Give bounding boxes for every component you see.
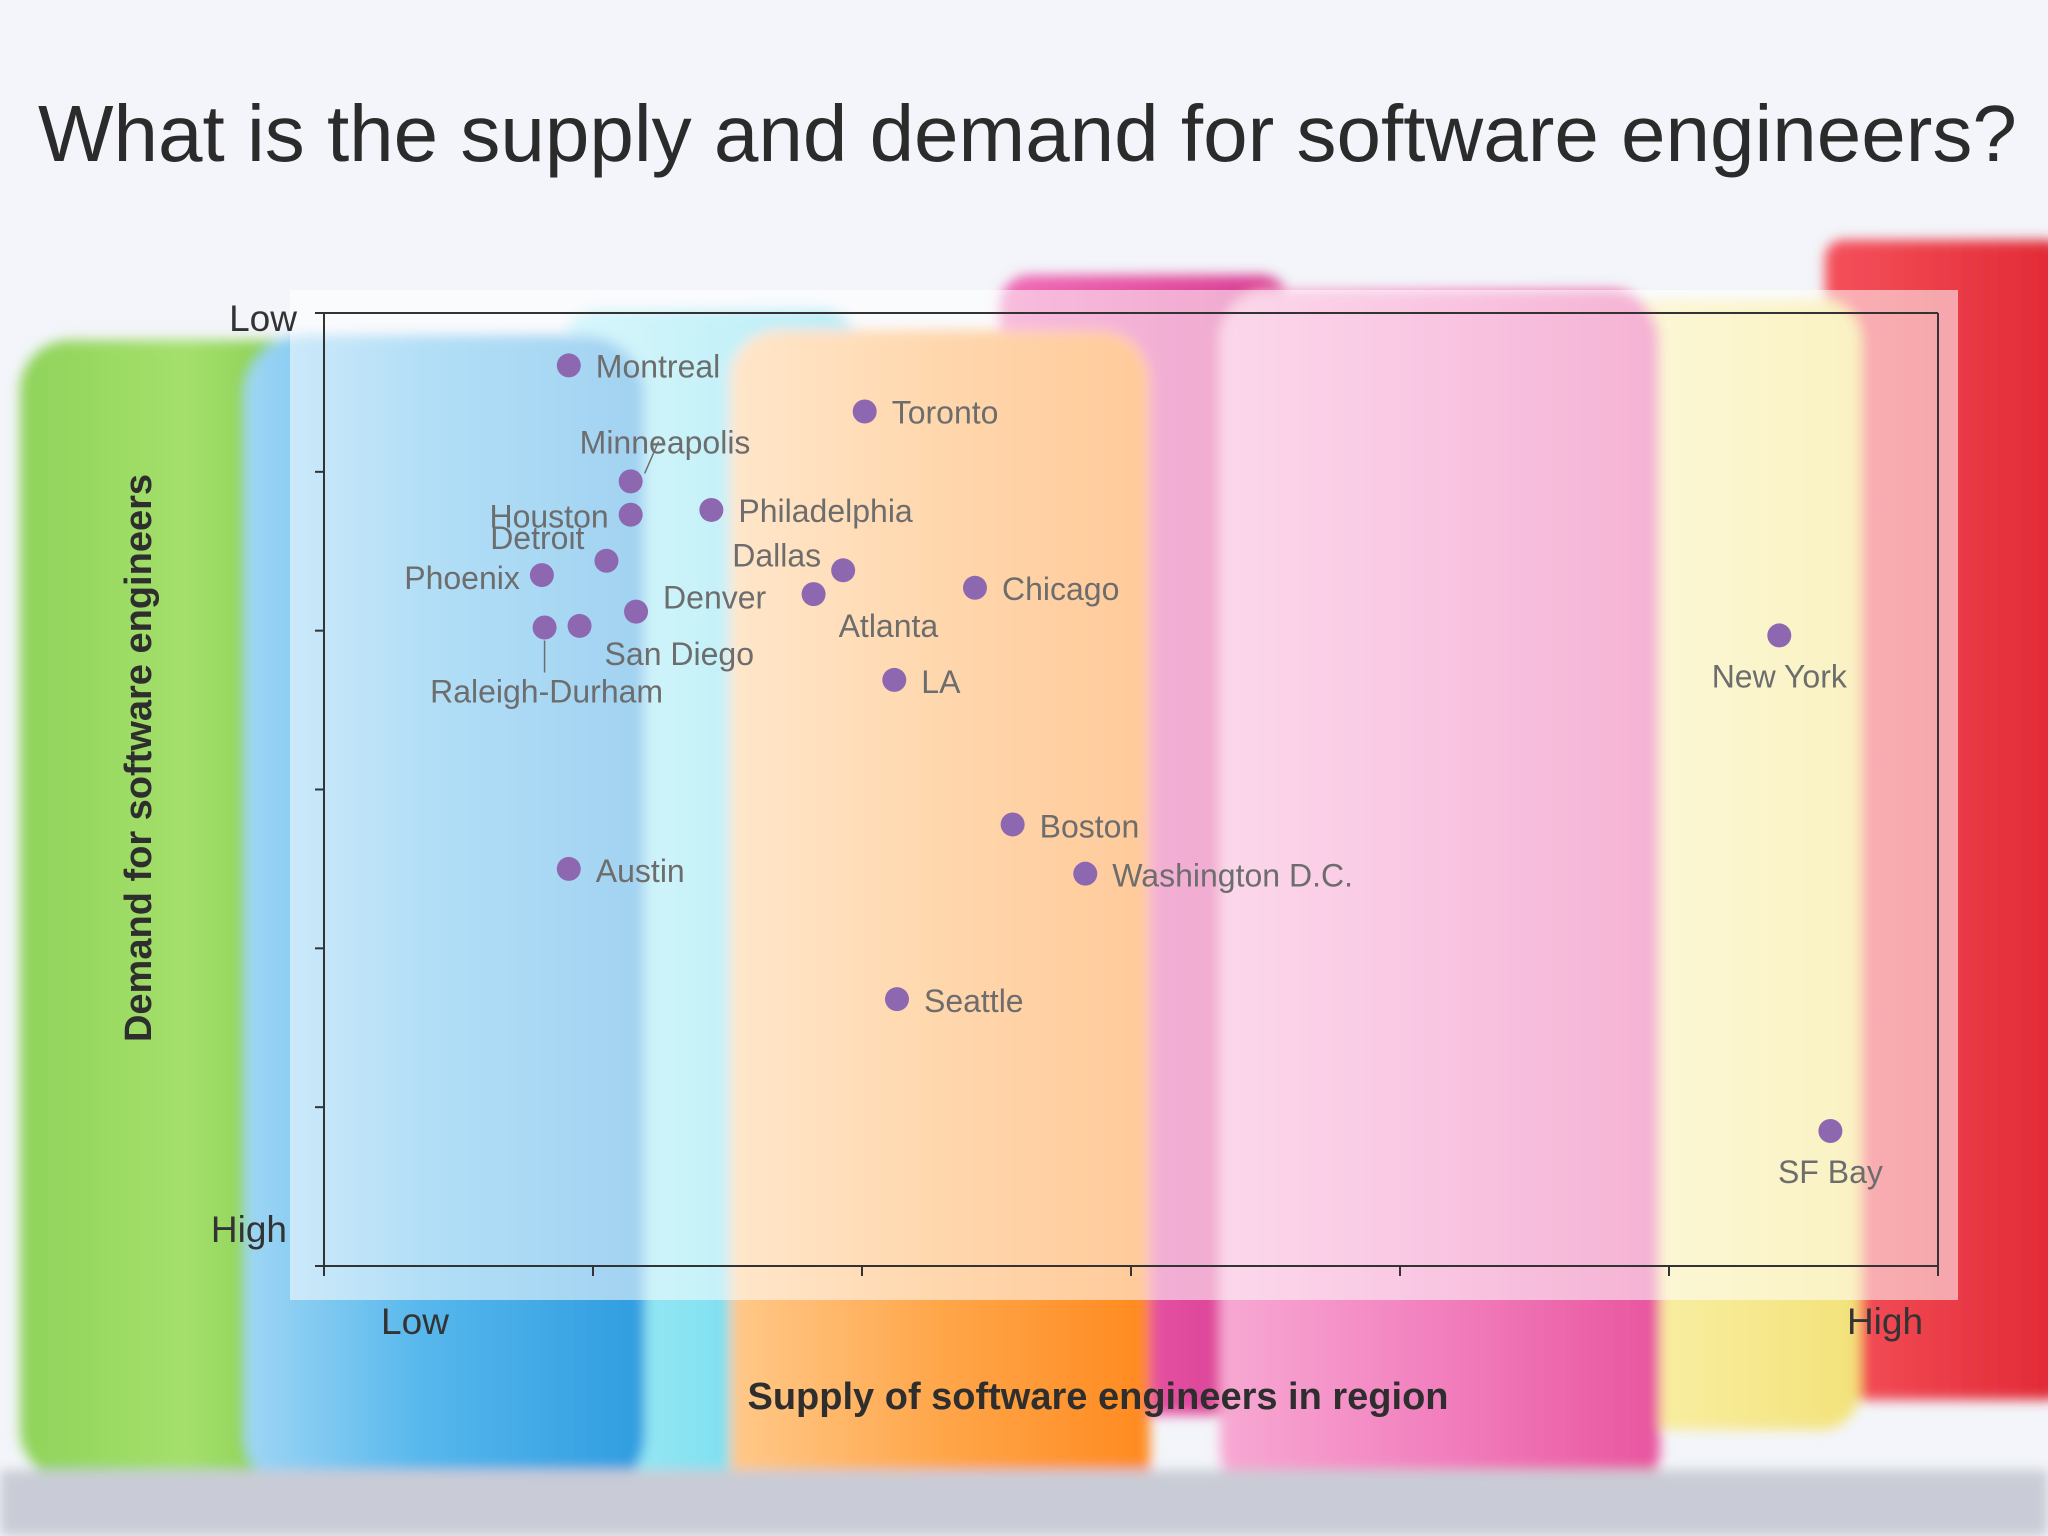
point-label: New York [1712,658,1848,694]
data-point [624,599,649,624]
y-axis-high-label: High [211,1209,287,1250]
point-labels: Montreal Toronto Minneapolis Houston Philade… [404,348,1883,1190]
data-point [567,613,592,638]
point-label: Seattle [924,983,1024,1019]
point-label: Boston [1040,808,1140,844]
data-point [618,469,643,494]
data-point [882,667,907,692]
y-axis-low-label: Low [229,298,297,339]
label-leader-lines [543,441,660,673]
data-point [529,563,554,588]
data-point [1818,1118,1843,1143]
data-point [699,497,724,522]
x-axis-title: Supply of software engineers in region [748,1376,1449,1418]
data-point [556,856,581,881]
point-label: Austin [596,853,685,889]
data-point [1000,812,1025,837]
x-axis-low-label: Low [381,1301,449,1342]
data-point [962,575,987,600]
data-point [801,582,826,607]
data-point [532,615,557,640]
point-label: Toronto [892,394,999,430]
label-leader-line [643,441,660,474]
data-point [831,558,856,583]
data-points [529,353,1843,1143]
point-label: LA [921,664,961,700]
point-label: Phoenix [404,560,520,596]
x-axis-high-label: High [1847,1301,1923,1342]
data-point [618,502,643,527]
data-point [884,987,909,1012]
axis-ticks [315,312,1939,1276]
point-label: Dallas [732,537,821,573]
point-label: SF Bay [1778,1154,1883,1190]
page-title: What is the supply and demand for softwa… [38,89,2017,178]
data-point [852,399,877,424]
point-label: Philadelphia [738,493,913,529]
data-point [1767,623,1792,648]
point-label: Houston [489,499,608,535]
point-label: Raleigh-Durham [430,673,663,709]
point-label: Denver [663,580,767,616]
point-label: Washington D.C. [1112,858,1353,894]
point-label: Detroit [490,520,584,556]
data-point [556,353,581,378]
point-label: San Diego [605,636,754,672]
y-axis-title: Demand for software engineers [118,474,160,1042]
data-point [1073,861,1098,886]
point-label: Minneapolis [580,424,751,460]
plot-area-background [290,290,1958,1300]
data-point [594,548,619,573]
point-label: Atlanta [839,608,939,644]
point-label: Chicago [1002,571,1119,607]
point-label: Montreal [596,348,721,384]
